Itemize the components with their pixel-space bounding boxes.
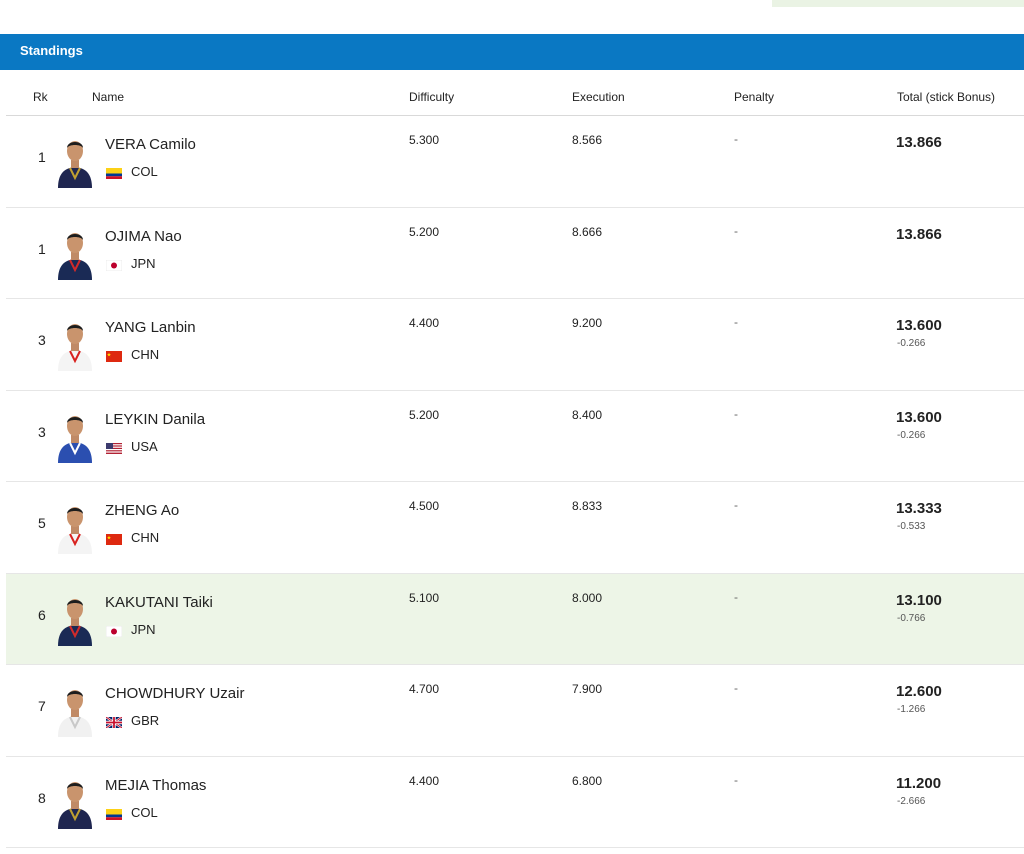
athlete-avatar bbox=[56, 134, 94, 188]
difficulty-score: 4.700 bbox=[409, 682, 440, 696]
table-row[interactable]: 3 YANG Lanbin CHN 4.400 9.200 - 13.600 -0.266 bbox=[6, 299, 1024, 391]
stick-bonus-value: -0.533 bbox=[897, 521, 926, 532]
execution-score: 8.000 bbox=[572, 590, 603, 605]
col-flag-icon bbox=[106, 166, 122, 179]
athlete-avatar bbox=[56, 226, 94, 280]
athlete-avatar bbox=[56, 317, 94, 371]
country-code: JPN bbox=[131, 255, 156, 271]
gbr-flag-icon bbox=[105, 715, 123, 729]
penalty-value: - bbox=[734, 498, 738, 512]
athlete-avatar bbox=[56, 409, 94, 463]
rank-value: 7 bbox=[38, 698, 46, 714]
rank-value: 5 bbox=[38, 515, 46, 531]
rank-value: 1 bbox=[38, 240, 46, 257]
column-header-penalty[interactable]: Penalty bbox=[734, 90, 775, 104]
rank-value: 3 bbox=[38, 423, 46, 440]
column-header-difficulty[interactable]: Difficulty bbox=[409, 90, 455, 104]
chn-flag-icon bbox=[106, 532, 122, 545]
athlete-name[interactable]: MEJIA Thomas bbox=[105, 776, 207, 794]
athlete-name[interactable]: LEYKIN Danila bbox=[105, 410, 206, 428]
column-header-total[interactable]: Total (stick Bonus) bbox=[897, 90, 996, 104]
country-code: JPN bbox=[131, 621, 156, 637]
total-score: 13.866 bbox=[896, 225, 942, 243]
top-strip bbox=[772, 0, 1024, 7]
jpn-flag-icon bbox=[105, 258, 123, 271]
table-row[interactable]: 5 ZHENG Ao CHN 4.500 8.833 - 13.333 -0.533 bbox=[6, 482, 1024, 574]
total-score: 11.200 bbox=[896, 774, 942, 792]
table-row[interactable]: 7 CHOWDHURY Uzair GBR 4.700 7.900 - 12.600 -1.2… bbox=[6, 665, 1024, 757]
rank-value: 3 bbox=[38, 332, 46, 348]
athlete-name[interactable]: ZHENG Ao bbox=[105, 502, 180, 519]
difficulty-score: 5.200 bbox=[409, 224, 440, 239]
penalty-value: - bbox=[734, 681, 738, 695]
total-score: 13.333 bbox=[896, 500, 942, 517]
penalty-value: - bbox=[734, 406, 738, 421]
standings-table: 1 VERA Camilo COL 5.300 8.566 - 13.866 1 OJIMA N… bbox=[6, 115, 1024, 848]
table-row[interactable]: 1 VERA Camilo COL 5.300 8.566 - 13.866 bbox=[6, 116, 1024, 208]
country-code: CHN bbox=[131, 530, 160, 545]
stick-bonus-value: -0.266 bbox=[897, 429, 926, 441]
difficulty-score: 5.300 bbox=[409, 133, 440, 147]
athlete-name[interactable]: YANG Lanbin bbox=[105, 319, 196, 336]
difficulty-score: 5.200 bbox=[409, 407, 440, 422]
stick-bonus-value: -0.766 bbox=[897, 612, 926, 624]
usa-flag-icon bbox=[106, 441, 122, 454]
total-score: 13.100 bbox=[896, 591, 942, 609]
stick-bonus-value: -0.266 bbox=[897, 338, 926, 349]
total-score: 13.600 bbox=[896, 317, 942, 334]
chn-flag-icon bbox=[106, 349, 122, 362]
total-score: 12.600 bbox=[896, 683, 942, 700]
difficulty-score: 4.400 bbox=[409, 316, 440, 330]
country-code: USA bbox=[131, 438, 158, 454]
execution-score: 7.900 bbox=[572, 682, 603, 696]
column-header-rk[interactable]: Rk bbox=[33, 90, 48, 104]
country-code: COL bbox=[131, 164, 158, 179]
table-row[interactable]: 3 LEYKIN Danila USA 5.200 8.400 - 13.600 -0.266 bbox=[6, 391, 1024, 482]
execution-score: 8.566 bbox=[572, 133, 603, 147]
table-row[interactable]: 6 KAKUTANI Taiki JPN 5.100 8.000 - 13.100 -0.76… bbox=[6, 573, 1024, 665]
stick-bonus-value: -1.266 bbox=[897, 704, 926, 715]
penalty-value: - bbox=[734, 772, 738, 787]
country-code: GBR bbox=[131, 713, 160, 728]
standings-title: Standings bbox=[20, 43, 83, 58]
column-header-execution[interactable]: Execution bbox=[572, 90, 625, 104]
standings-header: Standings bbox=[0, 34, 1024, 70]
jpn-flag-icon bbox=[105, 624, 123, 637]
rank-value: 8 bbox=[38, 789, 46, 806]
stick-bonus-value: -2.666 bbox=[897, 795, 926, 807]
athlete-avatar bbox=[56, 775, 94, 829]
difficulty-score: 5.100 bbox=[409, 590, 440, 605]
country-code: CHN bbox=[131, 347, 160, 362]
athlete-name[interactable]: KAKUTANI Taiki bbox=[105, 593, 213, 611]
penalty-value: - bbox=[734, 223, 738, 238]
difficulty-score: 4.400 bbox=[409, 773, 440, 788]
athlete-name[interactable]: OJIMA Nao bbox=[105, 227, 182, 245]
execution-score: 8.666 bbox=[572, 224, 603, 239]
penalty-value: - bbox=[734, 132, 738, 146]
athlete-avatar bbox=[56, 592, 94, 646]
table-row[interactable]: 8 MEJIA Thomas COL 4.400 6.800 - 11.200 -2.666 bbox=[6, 757, 1024, 848]
execution-score: 9.200 bbox=[572, 316, 603, 330]
rank-value: 6 bbox=[38, 606, 46, 623]
table-row[interactable]: 1 OJIMA Nao JPN 5.200 8.666 - 13.866 bbox=[6, 208, 1024, 299]
total-score: 13.866 bbox=[896, 134, 942, 151]
athlete-avatar bbox=[56, 500, 94, 554]
penalty-value: - bbox=[734, 315, 738, 329]
athlete-avatar bbox=[56, 683, 94, 737]
penalty-value: - bbox=[734, 589, 738, 604]
country-code: COL bbox=[131, 804, 158, 820]
execution-score: 8.833 bbox=[572, 499, 603, 513]
column-header-name[interactable]: Name bbox=[92, 90, 125, 104]
difficulty-score: 4.500 bbox=[409, 499, 440, 513]
execution-score: 8.400 bbox=[572, 407, 603, 422]
rank-value: 1 bbox=[38, 149, 46, 165]
col-flag-icon bbox=[106, 807, 122, 820]
execution-score: 6.800 bbox=[572, 773, 603, 788]
athlete-name[interactable]: VERA Camilo bbox=[105, 136, 196, 153]
athlete-name[interactable]: CHOWDHURY Uzair bbox=[105, 685, 245, 702]
total-score: 13.600 bbox=[896, 408, 942, 426]
